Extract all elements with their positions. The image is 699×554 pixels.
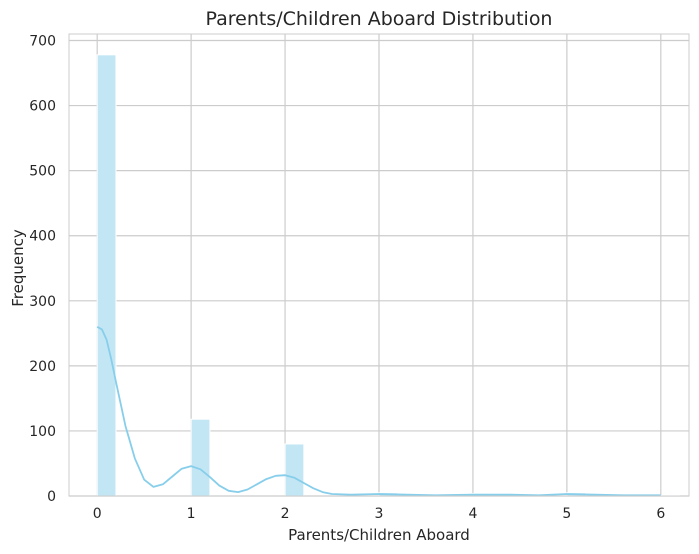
y-tick-label: 700 bbox=[29, 34, 56, 50]
histogram-bar bbox=[96, 54, 117, 497]
x-tick-labels: 0 1 2 3 4 5 6 bbox=[93, 506, 666, 522]
y-tick-label: 500 bbox=[29, 164, 56, 180]
histogram-bar bbox=[284, 443, 305, 497]
x-tick-label: 0 bbox=[93, 506, 102, 522]
x-tick-label: 1 bbox=[187, 506, 196, 522]
kde-line bbox=[96, 326, 661, 497]
y-tick-label: 600 bbox=[29, 99, 56, 115]
x-tick-label: 5 bbox=[562, 506, 571, 522]
y-tick-labels: 0 100 200 300 400 500 600 700 bbox=[29, 34, 56, 505]
x-tick-label: 3 bbox=[375, 506, 384, 522]
plot-frame bbox=[68, 33, 690, 497]
y-tick-label: 300 bbox=[29, 294, 56, 310]
x-tick-label: 2 bbox=[281, 506, 290, 522]
histogram-bar bbox=[190, 418, 211, 497]
x-tick-label: 4 bbox=[468, 506, 477, 522]
x-tick-label: 6 bbox=[656, 506, 665, 522]
y-tick-label: 0 bbox=[47, 489, 56, 505]
y-tick-label: 100 bbox=[29, 424, 56, 440]
y-axis-label: Frequency bbox=[9, 229, 27, 307]
chart-title: Parents/Children Aboard Distribution bbox=[206, 8, 553, 30]
y-tick-label: 200 bbox=[29, 359, 56, 375]
kde-layer bbox=[96, 326, 661, 497]
x-axis-label: Parents/Children Aboard bbox=[288, 526, 470, 544]
y-tick-label: 400 bbox=[29, 229, 56, 245]
